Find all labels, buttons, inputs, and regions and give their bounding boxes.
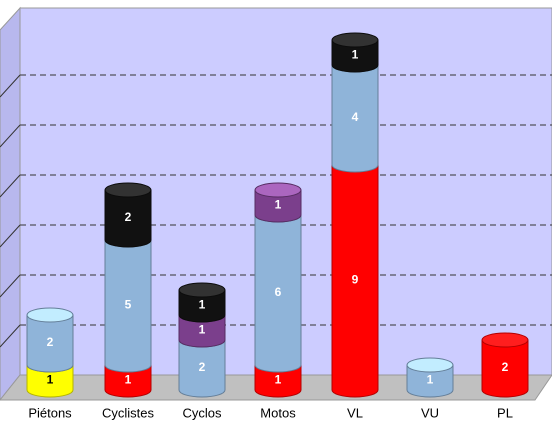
bar-segment <box>331 39 379 73</box>
segment-top <box>331 32 379 48</box>
x-tick-label: Motos <box>260 405 296 420</box>
value-label: 4 <box>352 110 359 124</box>
grid-line-side <box>0 274 21 298</box>
value-label: 1 <box>47 373 54 387</box>
value-label: 5 <box>125 298 132 312</box>
value-label: 6 <box>275 285 282 299</box>
value-label: 2 <box>47 335 54 349</box>
x-tick-label: Piétons <box>28 405 72 420</box>
segment-top <box>104 182 152 198</box>
bar-segment <box>254 189 302 223</box>
x-tick-label: Cyclistes <box>102 405 155 420</box>
segment-top <box>26 307 74 323</box>
bar-segment <box>104 364 152 398</box>
x-tick-label: Cyclos <box>182 405 222 420</box>
value-label: 1 <box>125 373 132 387</box>
bar-segment <box>26 364 74 398</box>
bar-segment <box>254 214 302 373</box>
bar-segment <box>254 364 302 398</box>
value-label: 2 <box>199 360 206 374</box>
value-label: 1 <box>199 298 206 312</box>
grid-line-side <box>0 74 21 98</box>
value-label: 1 <box>275 373 282 387</box>
x-tick-label: VL <box>347 405 363 420</box>
x-tick-label: VU <box>421 405 439 420</box>
value-label: 2 <box>125 210 132 224</box>
segment-top <box>178 282 226 298</box>
bar-segment <box>331 164 379 398</box>
bar-segment <box>481 339 529 398</box>
bar-segment <box>104 239 152 373</box>
bar-segment <box>406 364 454 398</box>
grid-line-side <box>0 124 21 148</box>
bar-segment <box>104 189 152 248</box>
value-label: 1 <box>427 373 434 387</box>
bar-segment <box>331 64 379 173</box>
value-label: 9 <box>352 273 359 287</box>
value-label: 2 <box>502 360 509 374</box>
grid-line-side <box>0 174 21 198</box>
grid-line-side <box>0 324 21 348</box>
value-label: 1 <box>352 48 359 62</box>
bar-segment <box>178 314 226 348</box>
segment-top <box>481 332 529 348</box>
bar-segment <box>178 339 226 398</box>
bar-segment <box>178 289 226 323</box>
segment-top <box>254 182 302 198</box>
segment-top <box>406 357 454 373</box>
side-wall <box>0 6 21 401</box>
bar-segment <box>26 314 74 373</box>
value-label: 1 <box>275 198 282 212</box>
value-label: 1 <box>199 323 206 337</box>
x-tick-label: PL <box>497 405 513 420</box>
grid-line-side <box>0 224 21 248</box>
